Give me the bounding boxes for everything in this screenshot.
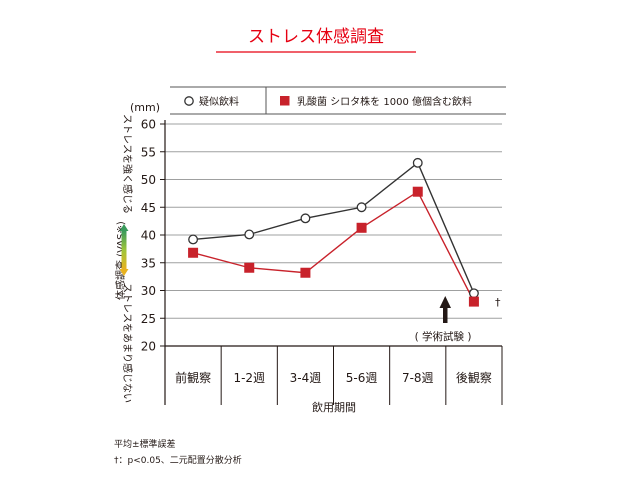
x-category-label-1: 1-2週 bbox=[233, 371, 265, 385]
x-category-label-5: 後観察 bbox=[456, 371, 492, 385]
legend-circle-marker bbox=[184, 96, 194, 106]
y-tick-labels: 20 25 30 35 40 45 50 55 60 bbox=[141, 118, 156, 354]
x-category-label-0: 前観察 bbox=[175, 370, 211, 385]
y-tick-label-25: 25 bbox=[141, 312, 156, 326]
series-1-point-3 bbox=[356, 222, 367, 233]
x-category-label-2: 3-4週 bbox=[290, 371, 322, 385]
series-0-point-1 bbox=[244, 229, 255, 240]
series-1-point-4 bbox=[412, 186, 423, 197]
footnote-mean-se: 平均±標準誤差 bbox=[114, 440, 176, 450]
ylabel-strong: ストレスを強く感じる bbox=[121, 114, 134, 214]
y-tick-label-55: 55 bbox=[141, 145, 156, 159]
series-0-point-0 bbox=[188, 234, 199, 245]
stress-gradient-arrow-icon bbox=[119, 224, 129, 276]
series bbox=[188, 157, 479, 307]
legend-label-placebo: 疑似飲料 bbox=[199, 95, 239, 108]
series-1-point-1 bbox=[244, 262, 255, 273]
y-tick-label-40: 40 bbox=[141, 229, 156, 243]
series-1-point-0 bbox=[188, 247, 199, 258]
y-tick-label-20: 20 bbox=[141, 340, 156, 354]
unit-label: (mm) bbox=[130, 101, 160, 114]
y-tick-label-30: 30 bbox=[141, 284, 156, 298]
legend-square-marker bbox=[280, 96, 290, 106]
legend: 疑似飲料 乳酸菌 シロタ株を 1000 億個含む飲料 bbox=[170, 86, 506, 115]
significance-dagger: † bbox=[495, 296, 501, 309]
chart-title: ストレス体感調査 bbox=[248, 27, 384, 47]
legend-label-shirota: 乳酸菌 シロタ株を 1000 億個含む飲料 bbox=[297, 95, 472, 108]
series-line-1 bbox=[192, 190, 475, 302]
ylabel-weak: ストレスをあまり感じない bbox=[121, 283, 134, 403]
series-1-point-2 bbox=[300, 267, 311, 278]
y-tick-label-35: 35 bbox=[141, 256, 156, 270]
gridlines bbox=[165, 123, 502, 319]
series-0-point-5 bbox=[468, 288, 479, 299]
x-category-labels: 前観察 1-2週 3-4週 5-6週 7-8週 後観察 bbox=[175, 370, 492, 385]
footnote-significance: †：p<0.05、二元配置分散分析 bbox=[114, 456, 242, 466]
x-category-label-3: 5-6週 bbox=[346, 371, 378, 385]
x-axis-title: 飲用期間 bbox=[312, 400, 356, 414]
exam-arrow-icon bbox=[439, 296, 451, 323]
series-0-point-3 bbox=[356, 202, 367, 213]
series-line-0 bbox=[193, 161, 475, 294]
exam-label: ( 学術試験 ) bbox=[415, 330, 472, 343]
y-tick-label-45: 45 bbox=[141, 201, 156, 215]
series-1-point-5 bbox=[468, 296, 479, 307]
series-0-point-2 bbox=[300, 213, 311, 224]
axes bbox=[160, 120, 503, 405]
series-0-point-4 bbox=[412, 157, 423, 168]
x-category-label-4: 7-8週 bbox=[402, 371, 434, 385]
y-tick-label-50: 50 bbox=[141, 173, 156, 187]
y-tick-label-60: 60 bbox=[141, 118, 156, 132]
